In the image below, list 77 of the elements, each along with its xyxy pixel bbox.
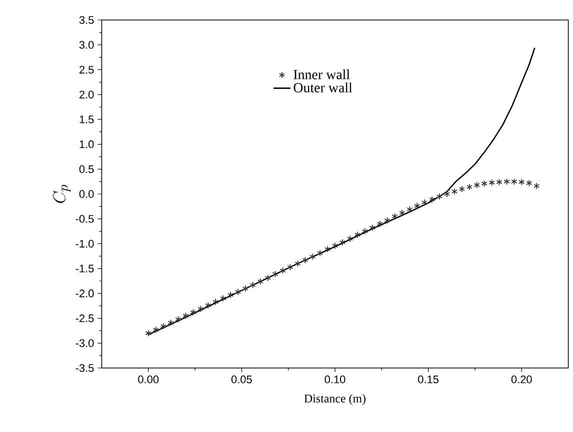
y-tick-label: 3.5 xyxy=(79,16,94,24)
point xyxy=(518,178,525,186)
point xyxy=(220,294,226,302)
point xyxy=(287,264,294,271)
point xyxy=(474,182,480,189)
point xyxy=(250,282,256,288)
x-tick-label: 0.10 xyxy=(324,376,346,384)
point xyxy=(324,246,331,253)
point xyxy=(168,319,174,326)
legend-label: Inner wall xyxy=(294,69,350,80)
x-tick-label: 0.05 xyxy=(231,376,252,384)
point xyxy=(145,330,152,337)
point xyxy=(152,326,159,334)
y-tick-label: -3.0 xyxy=(76,339,94,348)
point xyxy=(406,206,413,213)
point xyxy=(175,316,182,323)
y-tick-label: 0.0 xyxy=(79,190,94,198)
point xyxy=(182,312,189,320)
y-tick-label: 2.5 xyxy=(79,66,94,74)
point xyxy=(212,298,219,306)
point xyxy=(511,178,518,186)
point xyxy=(205,302,212,309)
point xyxy=(272,270,278,278)
point xyxy=(422,199,428,206)
point xyxy=(310,253,316,260)
y-tick-label: -2.5 xyxy=(76,314,94,322)
point xyxy=(234,288,241,296)
y-tick-label: -0.5 xyxy=(76,214,94,223)
point xyxy=(362,228,368,235)
point xyxy=(346,235,353,242)
point xyxy=(317,250,324,257)
point xyxy=(198,305,204,312)
point xyxy=(332,242,338,250)
point xyxy=(451,188,458,195)
point xyxy=(227,291,234,298)
y-tick-label: -3.5 xyxy=(76,364,94,372)
point xyxy=(458,186,465,192)
y-tick-label: -1.5 xyxy=(76,264,94,272)
point xyxy=(294,260,301,268)
point xyxy=(280,267,286,274)
y-tick-label: -2.0 xyxy=(76,290,94,298)
point xyxy=(160,322,166,330)
point xyxy=(242,285,248,292)
point xyxy=(369,224,376,232)
point xyxy=(444,190,450,198)
point xyxy=(339,238,346,246)
point xyxy=(481,180,488,188)
point xyxy=(534,182,540,190)
x-tick-label: 0.00 xyxy=(138,376,159,384)
point xyxy=(392,212,398,220)
point xyxy=(414,202,420,210)
point xyxy=(190,308,196,316)
point xyxy=(436,193,443,200)
y-tick-label: 2.0 xyxy=(79,90,94,98)
point xyxy=(302,256,308,264)
x-tick-label: 0.20 xyxy=(511,376,532,384)
y-tick-label: 0.5 xyxy=(79,165,94,174)
point xyxy=(399,209,406,216)
y-tick-label: 1.5 xyxy=(80,116,94,124)
point xyxy=(526,180,532,187)
y-axis-title: $C_p$ xyxy=(52,184,70,203)
point xyxy=(264,274,271,282)
point xyxy=(257,278,264,285)
point xyxy=(488,179,495,186)
point xyxy=(376,220,383,228)
x-axis-title: Distance (m) xyxy=(304,394,366,405)
y-tick-label: 1.0 xyxy=(80,140,94,148)
y-tick-label: -1.0 xyxy=(76,240,94,248)
point xyxy=(384,216,390,224)
x-tick-label: 0.15 xyxy=(418,376,439,384)
point xyxy=(429,196,436,203)
y-tick-label: 3.0 xyxy=(79,40,94,49)
point xyxy=(504,178,510,186)
point xyxy=(496,178,502,186)
point xyxy=(354,231,360,238)
legend-label: Outer wall xyxy=(294,82,352,92)
point xyxy=(466,184,472,190)
